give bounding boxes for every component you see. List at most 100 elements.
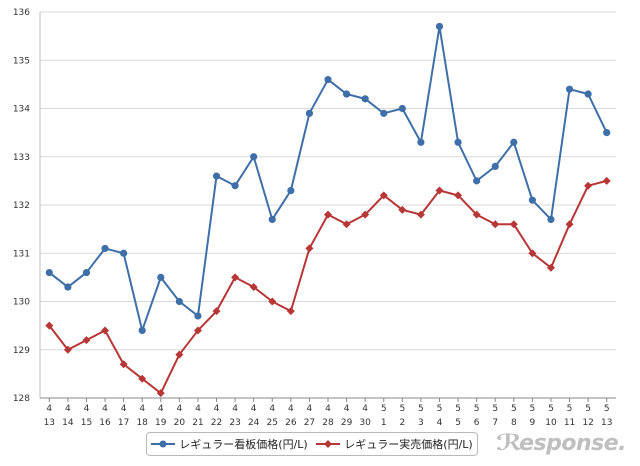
response-watermark: ℛesponse. (495, 431, 627, 456)
x-tick-label-day: 16 (99, 418, 111, 428)
x-tick-label-month: 4 (102, 404, 108, 414)
legend-swatch-series-2 (316, 440, 341, 448)
series-2-point (602, 176, 611, 185)
series-2-point (119, 360, 128, 369)
x-tick-label-month: 5 (418, 404, 424, 414)
x-tick-label-month: 5 (399, 404, 405, 414)
x-tick-label-month: 4 (158, 404, 164, 414)
series-2-point (305, 244, 314, 253)
series-1-point (454, 138, 462, 146)
series-2-point (454, 191, 463, 200)
x-tick-label-day: 18 (136, 418, 148, 428)
y-tick-label: 134 (13, 105, 30, 115)
series-1-point (64, 283, 72, 291)
series-1-point (138, 326, 146, 335)
x-tick-label-month: 5 (585, 404, 591, 414)
series-1-point (417, 138, 425, 146)
x-tick-label-day: 5 (455, 418, 461, 428)
series-1-point (528, 196, 536, 204)
series-1-point (380, 109, 388, 117)
x-tick-label-day: 12 (582, 418, 593, 428)
x-tick-label-month: 4 (307, 404, 313, 414)
series-1-point (120, 249, 128, 257)
series-2-point (101, 326, 110, 335)
x-tick-label-day: 6 (474, 418, 480, 428)
series-2-point (63, 345, 72, 354)
x-tick-label-month: 4 (195, 404, 201, 414)
x-tick-label-month: 4 (121, 404, 127, 414)
x-tick-label-month: 4 (288, 404, 294, 414)
x-tick-label-month: 5 (437, 404, 443, 414)
x-tick-label-month: 5 (474, 404, 480, 414)
series-1-point (491, 162, 499, 170)
series-1-point (250, 153, 258, 161)
x-tick-label-month: 5 (604, 404, 610, 414)
series-1-point (473, 177, 481, 185)
legend-swatch-series-1 (151, 440, 176, 448)
series-2-point (268, 297, 277, 306)
x-tick-label-day: 22 (211, 418, 222, 428)
x-tick-label-month: 5 (548, 404, 554, 414)
x-tick-label-month: 4 (46, 404, 52, 414)
series-2-point (212, 307, 221, 316)
series-1-point (361, 95, 369, 103)
series-2-point (45, 321, 54, 330)
series-1-line (48, 25, 608, 332)
series-1-point (510, 138, 518, 146)
x-tick-label-day: 10 (545, 418, 557, 428)
series-2-point (565, 220, 574, 229)
series-2-point (175, 350, 184, 359)
y-tick-label: 129 (13, 346, 30, 356)
series-2-point (491, 220, 500, 229)
series-1-point (584, 90, 592, 98)
y-tick-label: 133 (13, 153, 30, 163)
watermark-text: esponse. (519, 431, 626, 456)
x-tick-label-month: 5 (492, 404, 498, 414)
x-tick-label-month: 5 (511, 404, 517, 414)
y-tick-label: 132 (13, 201, 30, 211)
series-2-point (398, 205, 407, 214)
series-2-point (509, 220, 518, 229)
x-tick-label-day: 27 (304, 418, 315, 428)
series-2-point (416, 210, 425, 219)
series-2-point (231, 273, 240, 282)
series-1-point (268, 215, 276, 224)
x-tick-label-day: 1 (381, 418, 387, 428)
x-tick-label-day: 30 (359, 418, 371, 428)
series-2-point (361, 210, 370, 219)
x-tick-label-day: 23 (229, 418, 240, 428)
legend-item-series-2: レギュラー実売価格(円/L) (316, 436, 473, 452)
series-2-point (249, 283, 258, 292)
series-1-point (101, 244, 109, 253)
response-r-logo-icon: ℛ (495, 431, 523, 456)
legend-label-series-2: レギュラー実売価格(円/L) (344, 438, 473, 451)
series-1-point (305, 109, 314, 117)
x-tick-label-day: 20 (174, 418, 186, 428)
series-2-point (324, 210, 332, 219)
series-2-point (584, 181, 593, 190)
series-1-point (603, 129, 611, 137)
x-tick-label-month: 4 (176, 404, 182, 414)
x-tick-label-day: 8 (511, 418, 517, 428)
series-2-point (472, 210, 481, 219)
x-tick-label-day: 9 (530, 418, 536, 428)
chart-legend: レギュラー看板価格(円/L) レギュラー実売価格(円/L) (146, 432, 478, 456)
x-tick-label-month: 4 (344, 404, 350, 414)
series-1-point (175, 297, 183, 306)
legend-label-series-1: レギュラー看板価格(円/L) (179, 438, 308, 451)
x-tick-label-month: 4 (139, 404, 145, 414)
chart-grid (40, 11, 616, 399)
x-tick-label-day: 24 (248, 418, 260, 428)
x-tick-label-month: 4 (362, 404, 368, 414)
series-2-point (435, 186, 444, 195)
series-2-point (342, 220, 351, 229)
x-tick-label-month: 5 (567, 404, 573, 414)
series-1-point (194, 312, 202, 320)
series-1-point (212, 172, 221, 180)
series-2-point (193, 326, 202, 335)
x-tick-label-month: 4 (65, 404, 71, 414)
x-tick-label-day: 15 (81, 418, 92, 428)
series-2-point (379, 191, 388, 200)
series-2-point (546, 263, 555, 272)
